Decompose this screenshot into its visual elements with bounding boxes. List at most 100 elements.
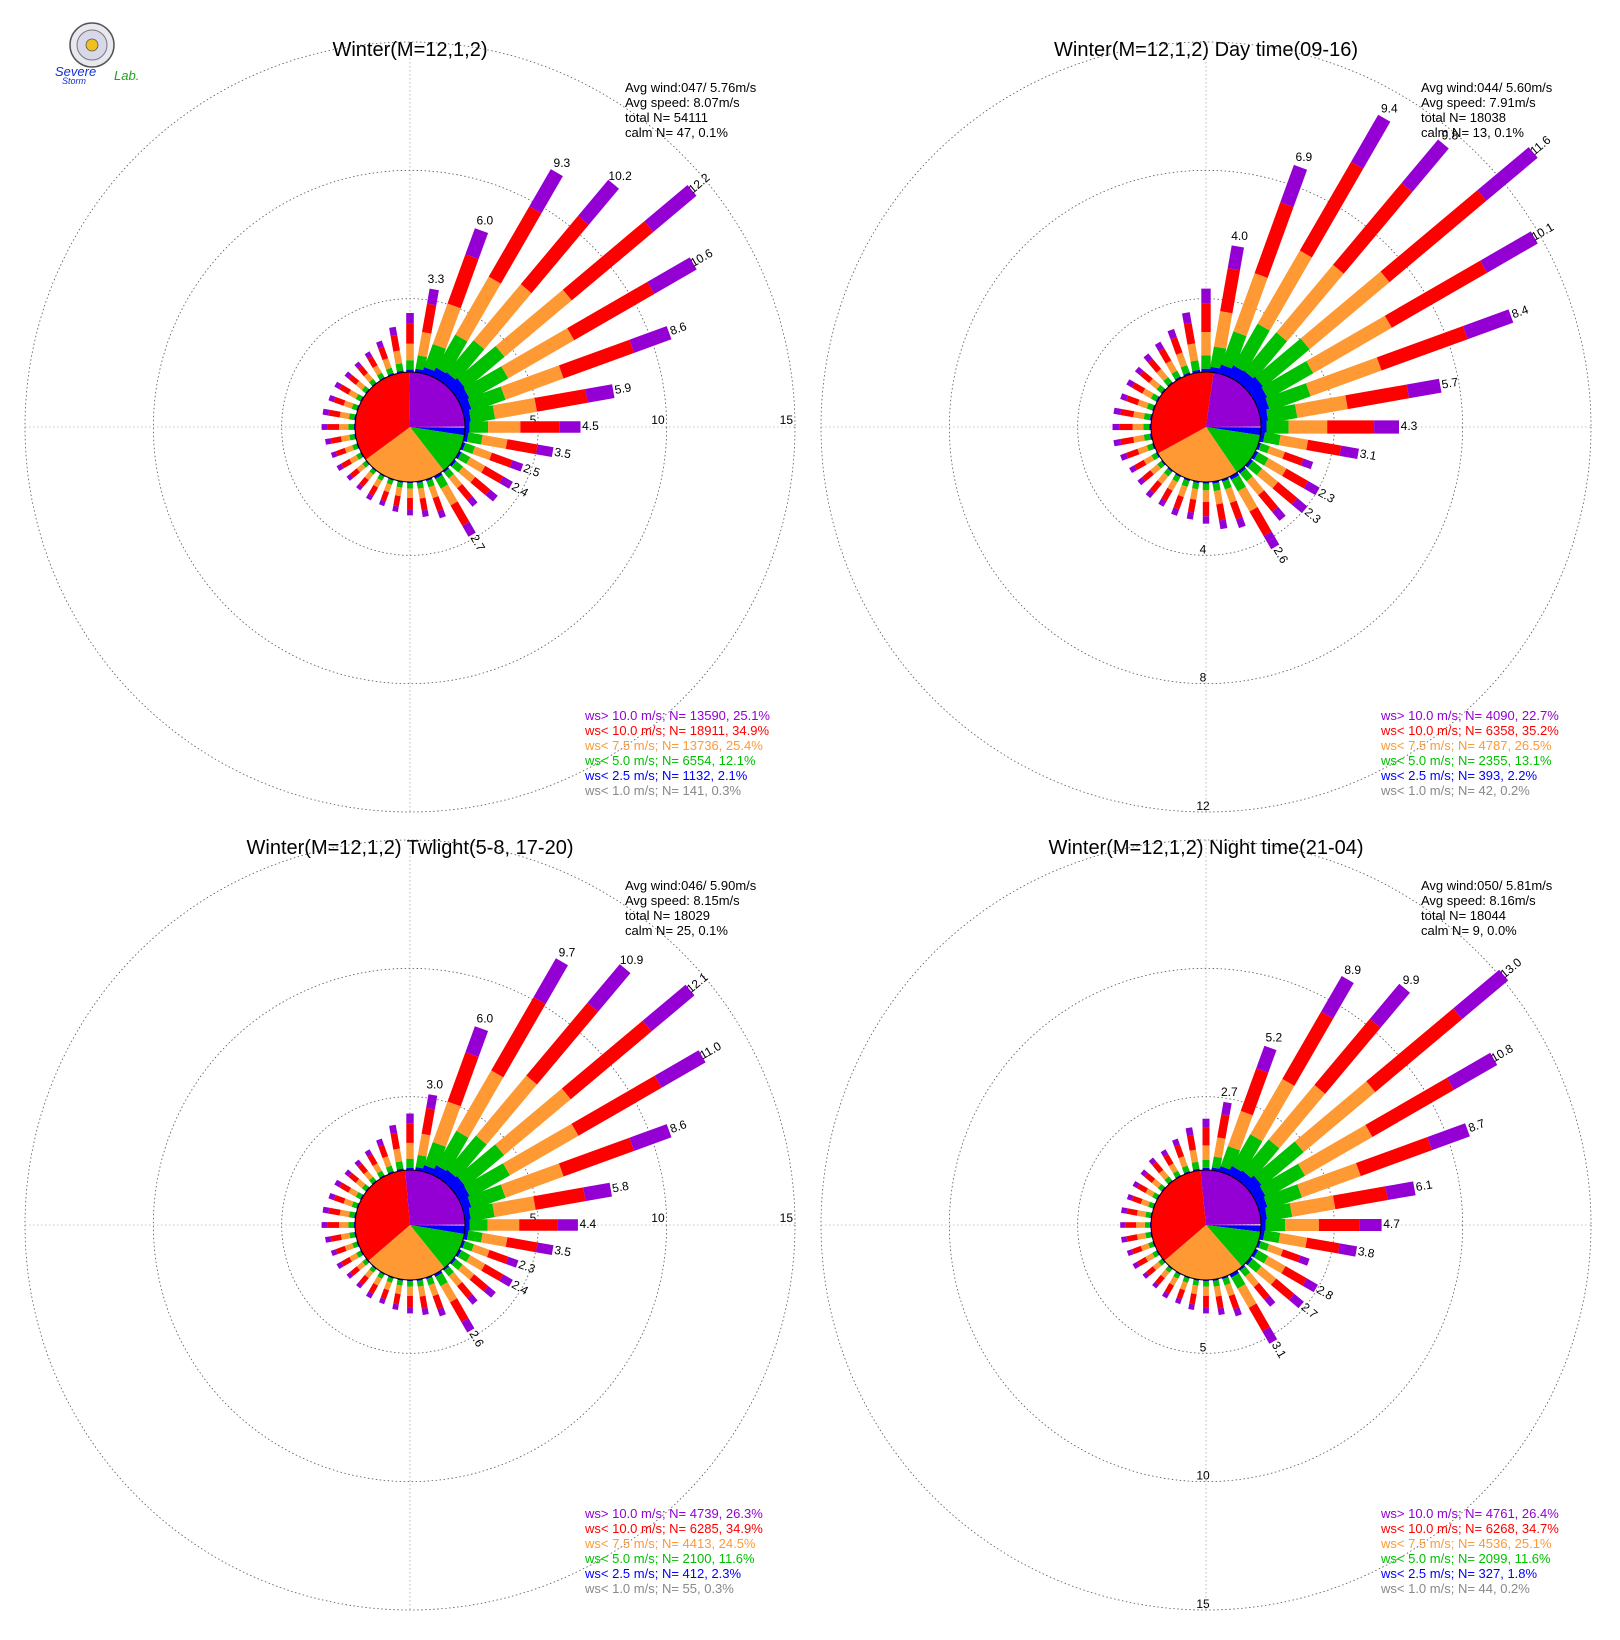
wind-bar-segment [463,366,509,401]
wind-bar-segment [1220,268,1240,314]
bar-value-label: 3.8 [1357,1244,1376,1261]
wind-bar-segment [466,1230,483,1243]
bar-value-label: 3.3 [428,272,445,286]
wind-bar-segment [348,1222,354,1228]
wind-bar-segment [377,1170,385,1178]
wind-bar-segment [359,1274,369,1285]
legend-entry: ws< 7.5 m/s; N= 4413, 24.5% [584,1536,756,1551]
stat-line: calm N= 25, 0.1% [625,923,728,938]
wind-bar-segment [440,484,458,506]
bar-value-label: 6.1 [1415,1177,1434,1194]
wind-bar-segment [1126,1194,1134,1201]
bar-value-label: 8.6 [668,1117,689,1136]
wind-bar-segment [1119,423,1133,431]
wind-bar-segment [449,1257,457,1265]
wind-bar-segment [407,483,413,489]
wind-bar-segment [406,369,414,372]
bar-value-label: 6.0 [477,213,494,227]
wind-bar-segment [1233,1307,1242,1317]
wind-bar-segment [1120,452,1129,461]
wind-bar-segment [1298,1124,1373,1176]
wind-bar-segment [426,1094,438,1110]
wind-bar-segment [344,1169,352,1177]
wind-bar-segment [336,1261,344,1269]
wind-bar-segment [1251,1248,1259,1258]
wind-bar-segment [427,288,439,306]
wind-bar-segment [1217,1307,1225,1316]
wind-bar-segment [1120,408,1135,418]
wind-bar-segment [1156,368,1169,381]
wind-bar-segment [466,1255,486,1271]
wind-bar-segment [432,496,444,512]
wind-bar-segment [462,442,476,454]
wind-bar-segment [499,476,513,489]
wind-bar-segment [1158,348,1172,364]
wind-bar-segment [1137,445,1149,455]
wind-bar-segment [1282,451,1304,466]
speed-pie-slice [1206,427,1261,473]
wind-bar-segment [1201,355,1211,369]
wind-bar-segment [417,487,426,499]
wind-bar-segment [349,1253,359,1262]
wind-bar-segment [1356,1137,1433,1177]
wind-bar-segment [1192,369,1201,374]
wind-bar-segment [435,474,448,489]
wind-bar-segment [407,488,413,498]
wind-bar-segment [1159,1169,1169,1180]
wind-bar-segment [1173,1272,1181,1279]
wind-bar-segment [351,1201,359,1209]
wind-bar-segment [436,1130,469,1173]
wind-bar-segment [467,496,478,507]
wind-bar-segment [1145,1211,1152,1218]
bar-value-label: 4.5 [582,419,599,433]
wind-bar-segment [1172,474,1181,483]
logo-star-icon [85,38,99,52]
wind-bar-segment [1175,473,1182,478]
wind-bar-segment [483,1286,496,1298]
wind-bar-segment [455,276,501,342]
wind-bar-segment [1171,507,1180,516]
wind-bar-segment [492,1196,536,1218]
wind-bar-segment [469,1274,489,1292]
wind-bar-segment [1339,445,1359,459]
wind-bar-segment [1256,1240,1261,1248]
wind-bar-segment [366,1291,374,1299]
wind-bar-segment [1259,1163,1306,1198]
wind-bar-segment [336,463,344,471]
wind-bar-segment [1143,353,1153,363]
wind-bar-segment [1176,1288,1186,1300]
wind-bar-segment [1294,1081,1376,1153]
bar-value-label: 4.0 [1231,229,1248,243]
wind-bar-segment [466,457,486,473]
wind-bar-segment [1132,1181,1140,1189]
wind-bar-segment [1215,1295,1224,1309]
bar-value-label: 10.8 [1488,1041,1516,1065]
wind-bar-segment [1299,161,1364,258]
stat-line: Avg speed: 8.07m/s [625,95,740,110]
wind-bar-segment [1174,376,1182,381]
wind-bar-segment [1173,495,1184,510]
wind-bar-segment [457,1250,471,1262]
wind-bar-segment [1221,1101,1232,1116]
stat-line: Avg wind:050/ 5.81m/s [1421,878,1553,893]
wind-bar-segment [356,1250,363,1258]
stat-line: total N= 18038 [1421,110,1506,125]
wind-bar-segment [395,486,403,497]
wind-bar-segment [1282,1011,1334,1086]
wind-bar-segment [387,1170,394,1175]
wind-bar-segment [340,458,352,469]
legend-entry: ws< 7.5 m/s; N= 4787, 26.5% [1380,738,1552,753]
legend-entry: ws< 5.0 m/s; N= 2355, 13.1% [1380,753,1552,768]
wind-bar-segment [378,346,389,361]
wind-bar-segment [348,389,359,399]
legend-entry: ws< 2.5 m/s; N= 393, 2.2% [1380,768,1538,783]
wind-bar-segment [1318,1219,1360,1231]
wind-bar-segment [1167,328,1177,340]
wind-bar-segment [1180,365,1190,375]
wind-bar-segment [1183,372,1191,377]
wind-bar-segment [321,424,328,430]
wind-bar-segment [335,447,347,457]
legend-entry: ws< 10.0 m/s; N= 6268, 34.7% [1380,1521,1559,1536]
wind-bar-segment [1185,1127,1194,1137]
wind-bar-segment [1140,1199,1150,1207]
